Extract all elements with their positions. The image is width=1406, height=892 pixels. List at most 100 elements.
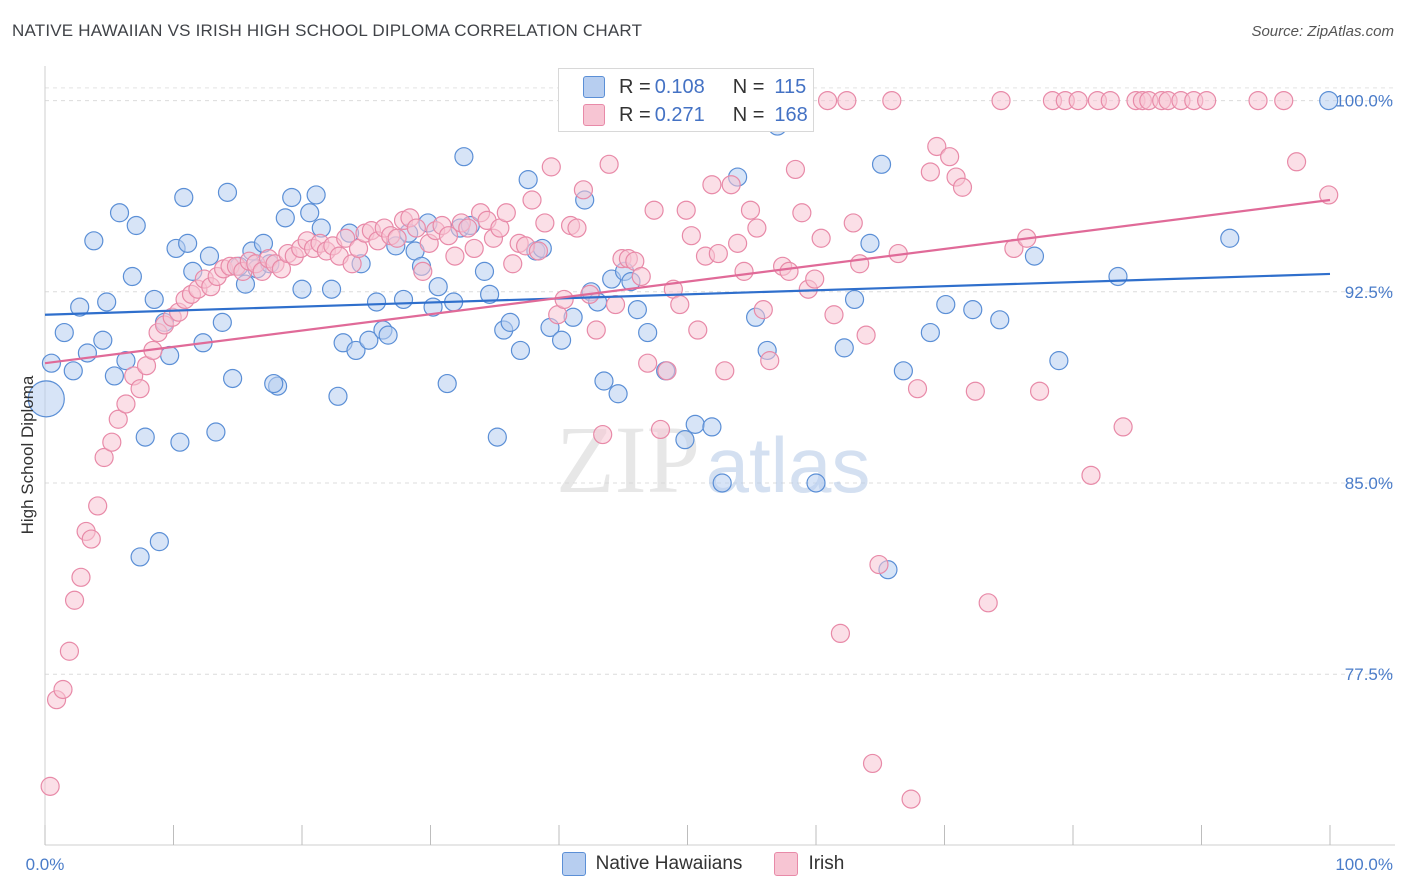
native-hawaiian-point (199, 246, 220, 266)
series-legend-irish[interactable]: Irish (774, 852, 844, 876)
tick-labels: 77.5% 85.0% 92.5% 100.0% 0.0% 100.0% (26, 92, 1393, 874)
irish-point (882, 90, 902, 111)
irish-point (862, 753, 883, 774)
series-legend: Native Hawaiians Irish (0, 852, 1406, 876)
native-hawaiian-point (54, 322, 74, 343)
irish-point (734, 261, 754, 281)
native-hawaiian-point (130, 547, 150, 567)
irish-point (1113, 417, 1133, 437)
native-hawaiian-point (806, 473, 826, 493)
native-hawaiian-point (292, 279, 312, 299)
native-hawaiian-point (393, 289, 414, 310)
native-hawaiian-point (480, 284, 500, 304)
native-hawaiian-point (93, 330, 113, 350)
native-hawaiian-point (359, 330, 379, 350)
irish-point (1068, 90, 1088, 111)
native-hawaiian-point (144, 289, 164, 310)
series-name: Native Hawaiians (595, 853, 743, 874)
native-hawaiian-point (306, 185, 326, 205)
legend-n-label: N = (732, 75, 765, 98)
irish-point (965, 381, 985, 401)
irish-point (64, 590, 85, 610)
legend-row-irish: R = 0.271 N = 168 (559, 100, 812, 130)
irish-point (464, 238, 484, 259)
native-hawaiian-point (116, 351, 136, 371)
native-hawaiian-point (1024, 246, 1045, 266)
irish-point (1319, 185, 1339, 205)
native-hawaiian-point (1049, 351, 1069, 371)
irish-point (1029, 381, 1050, 401)
irish-point (650, 419, 671, 440)
legend-r-value: 0.108 (654, 75, 705, 98)
native-hawaiian-point (920, 322, 940, 343)
native-hawaiian-point (608, 384, 628, 404)
irish-point (702, 175, 722, 195)
irish-point (53, 679, 73, 700)
chart-title: NATIVE HAWAIIAN VS IRISH HIGH SCHOOL DIP… (12, 21, 643, 40)
irish-point (88, 496, 108, 516)
irish-point (406, 218, 426, 238)
irish-point (907, 379, 928, 399)
irish-point (688, 320, 708, 340)
native-hawaiian-point (893, 361, 913, 381)
native-hawaiian-point (378, 325, 398, 345)
native-hawaiian-point (217, 182, 238, 202)
native-hawaiian-point (223, 368, 243, 389)
irish-point (1248, 90, 1268, 111)
irish-trend-line (44, 198, 1331, 365)
irish-point (856, 325, 876, 345)
irish-point (676, 200, 696, 220)
native-hawaiian-point (871, 154, 892, 174)
trend-lines (44, 198, 1331, 365)
irish-point (817, 90, 838, 111)
irish-point (130, 379, 150, 399)
native-hawaiian-point (282, 187, 302, 208)
irish-point (567, 218, 587, 238)
irish-point (721, 175, 741, 195)
irish-point (445, 246, 465, 266)
series-legend-native-hawaiians[interactable]: Native Hawaiians (561, 852, 743, 876)
native-hawaiian-point (844, 289, 865, 310)
native-hawaiian-point (275, 208, 295, 228)
irish-point (753, 300, 773, 320)
native-hawaiian-point (264, 373, 284, 394)
native-hawaiian-point (936, 294, 956, 315)
legend-n-value: 168 (774, 103, 808, 126)
irish-point (638, 353, 658, 373)
irish-point (108, 409, 128, 429)
legend-r-label: R = (619, 103, 651, 126)
native-hawaiian-point (84, 231, 104, 251)
watermark-atlas: atlas (706, 421, 871, 509)
irish-point (413, 261, 433, 281)
series-name: Irish (808, 853, 845, 874)
irish-point (71, 567, 91, 587)
native-hawaiian-trend-line (44, 272, 1331, 316)
irish-point (952, 177, 973, 197)
irish-point (657, 361, 677, 381)
x-tick-label: 0.0% (26, 855, 65, 874)
irish-point (850, 254, 870, 274)
irish-point (811, 228, 831, 248)
native-hawaiian-point (346, 340, 366, 361)
native-hawaiian-point (178, 233, 198, 253)
irish-point (573, 180, 594, 200)
native-hawaiian-point (27, 380, 65, 418)
irish-point (927, 136, 947, 157)
native-hawaiian-point (500, 312, 520, 332)
native-hawaiian-point (1319, 90, 1339, 111)
native-hawaiian-point (122, 266, 142, 287)
irish-point (1197, 90, 1217, 111)
irish-point (805, 269, 825, 289)
native-hawaiian-point (206, 422, 226, 442)
y-tick-label: 85.0% (1345, 474, 1393, 493)
legend-n-label: N = (732, 103, 765, 126)
native-hawaiian-point (860, 233, 880, 253)
native-hawaiian-point (104, 366, 124, 386)
native-hawaiian-point (702, 417, 722, 437)
irish-point (779, 261, 799, 281)
irish-point (837, 90, 857, 111)
y-axis-label: High School Diploma (18, 375, 37, 534)
native-hawaiian-point (510, 340, 531, 361)
irish-point (102, 432, 122, 452)
native-hawaiian-point (990, 310, 1010, 330)
